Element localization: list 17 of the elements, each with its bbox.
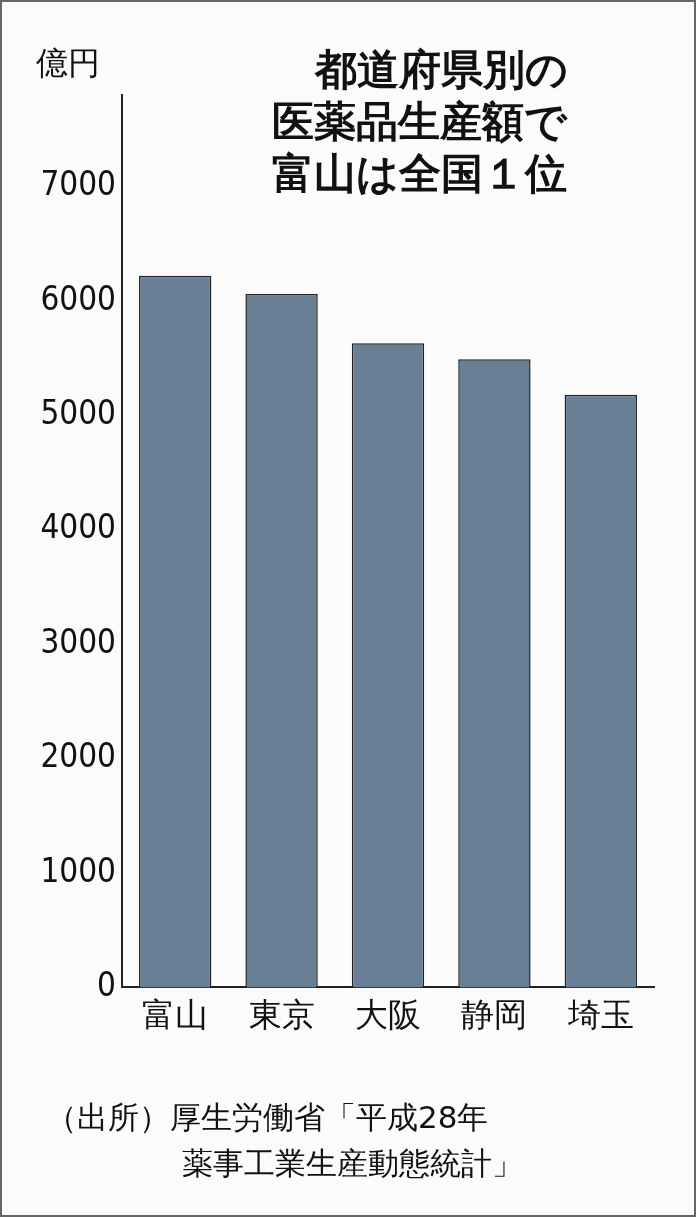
text: 薬事工業生産動態統計」: [181, 1144, 523, 1183]
y-tick-label: 1000: [40, 850, 116, 890]
x-tick-label: 静岡: [461, 994, 528, 1034]
y-tick-label: 6000: [40, 278, 116, 318]
chart-title: 都道府県別の医薬品生産額で富山は全国１位: [270, 44, 568, 200]
y-tick-label: 5000: [40, 392, 116, 432]
y-tick-label: 3000: [40, 621, 116, 661]
x-tick-label: 大阪: [355, 994, 421, 1034]
x-tick-label: 東京: [248, 994, 315, 1034]
x-tick-label: 富山: [142, 994, 209, 1034]
y-tick-label: 0: [97, 964, 116, 1004]
y-axis-title: 億円: [36, 43, 100, 84]
y-tick-label: 4000: [40, 507, 116, 547]
y-tick-label: 7000: [40, 164, 116, 204]
y-tick-label: 2000: [40, 736, 116, 776]
text: （出所）厚生労働省「平成28年: [46, 1098, 490, 1137]
x-tick-label: 埼玉: [566, 994, 634, 1034]
